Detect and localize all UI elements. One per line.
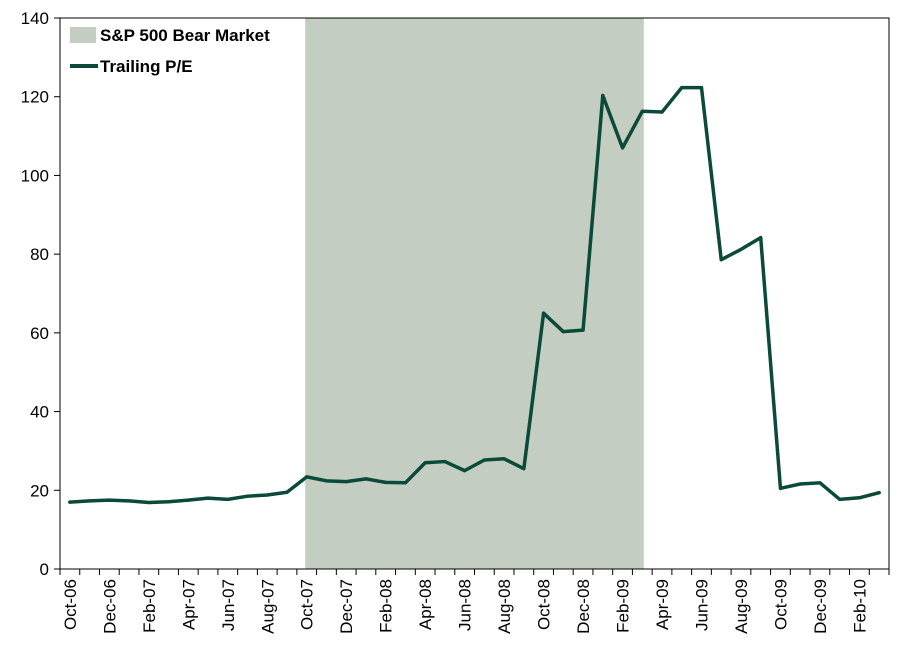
data-point — [798, 482, 802, 486]
data-point — [680, 86, 684, 90]
data-point — [561, 330, 565, 334]
x-tick-label: Apr-07 — [179, 579, 198, 630]
data-point — [166, 500, 171, 504]
data-point — [502, 457, 506, 461]
x-tick-label: Apr-09 — [653, 579, 672, 630]
data-point — [877, 491, 881, 495]
data-point — [541, 311, 546, 315]
x-tick-label: Oct-09 — [771, 579, 790, 630]
data-point — [620, 146, 625, 150]
data-point — [838, 497, 842, 501]
data-point — [364, 477, 368, 481]
data-point — [660, 110, 664, 114]
x-tick-label: Oct-08 — [535, 579, 554, 630]
x-tick-label: Jun-09 — [692, 579, 711, 631]
y-axis: 0 20 40 60 80 100 120 140 — [21, 9, 61, 579]
data-point — [640, 109, 644, 113]
x-tick-label: Dec-06 — [100, 579, 119, 634]
y-tick-label: 80 — [30, 245, 49, 264]
data-point — [147, 500, 151, 505]
series-group — [68, 85, 881, 505]
data-point — [127, 499, 131, 503]
series-line-trailing-p-e — [68, 85, 881, 505]
x-tick-label: Jun-07 — [219, 579, 238, 631]
data-point — [463, 469, 467, 473]
data-point — [522, 467, 526, 471]
y-tick-label: 120 — [21, 88, 49, 107]
legend-label-trailing-pe: Trailing P/E — [100, 57, 193, 76]
x-axis: Oct-06 Dec-06 Feb-07 Apr-07 Jun-07 Aug-07 Oct-… — [59, 568, 890, 634]
data-point — [601, 93, 605, 98]
plot-frame — [59, 17, 890, 570]
x-tick-label: Dec-09 — [811, 579, 830, 634]
x-tick-label: Dec-08 — [574, 579, 593, 634]
data-point — [818, 481, 822, 485]
data-point — [226, 497, 230, 501]
data-point — [68, 500, 72, 504]
data-point — [857, 496, 861, 500]
data-point — [403, 481, 408, 485]
x-tick-label: Dec-07 — [337, 579, 356, 634]
x-tick-label: Feb-10 — [850, 579, 869, 633]
legend: S&P 500 Bear Market Trailing P/E — [70, 26, 270, 76]
data-point — [443, 459, 447, 464]
data-point — [186, 498, 190, 502]
data-point — [265, 493, 269, 497]
data-point — [719, 258, 723, 262]
x-tick-label: Oct-06 — [61, 579, 80, 630]
y-tick-label: 20 — [30, 481, 49, 500]
data-point — [482, 458, 486, 462]
legend-swatch-bear-market — [70, 27, 96, 43]
x-tick-label: Aug-08 — [495, 579, 514, 634]
data-point — [88, 499, 92, 503]
x-tick-label: Oct-07 — [298, 579, 317, 630]
data-point — [285, 490, 289, 494]
x-tick-label: Aug-09 — [732, 579, 751, 634]
bear-market-region-group — [305, 18, 644, 569]
data-point — [384, 480, 388, 485]
x-tick-label: Apr-08 — [416, 579, 435, 630]
data-point — [245, 494, 250, 498]
data-point — [305, 475, 309, 479]
x-tick-label: Feb-09 — [614, 579, 633, 633]
legend-label-bear-market: S&P 500 Bear Market — [100, 26, 270, 45]
data-point — [423, 461, 427, 465]
data-point — [324, 479, 329, 483]
y-tick-label: 0 — [40, 560, 49, 579]
y-tick-label: 140 — [21, 9, 49, 28]
data-point — [699, 86, 704, 90]
x-tick-label: Aug-07 — [258, 579, 277, 634]
y-tick-label: 40 — [30, 403, 49, 422]
bear-market-region — [305, 18, 644, 569]
data-point — [778, 486, 783, 490]
data-point — [739, 247, 743, 252]
data-point — [581, 328, 585, 332]
x-tick-label: Feb-07 — [140, 579, 159, 633]
plot-frame-group — [59, 17, 890, 570]
data-point — [206, 496, 210, 500]
x-tick-label: Jun-08 — [456, 579, 475, 631]
y-tick-label: 100 — [21, 166, 49, 185]
y-tick-label: 60 — [30, 324, 49, 343]
data-point — [344, 480, 348, 484]
data-point — [107, 498, 111, 502]
x-tick-label: Feb-08 — [377, 579, 396, 633]
data-point — [759, 236, 763, 240]
